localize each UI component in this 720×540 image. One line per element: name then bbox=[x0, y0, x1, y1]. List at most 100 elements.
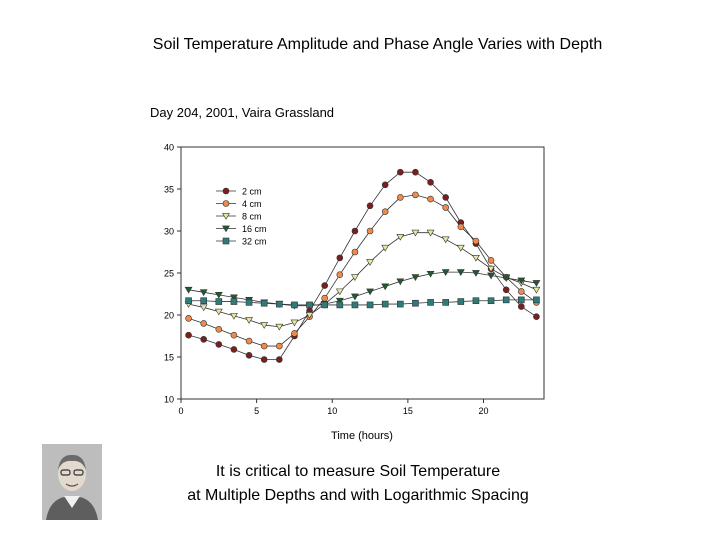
y-tick-label: 35 bbox=[164, 185, 174, 195]
data-point bbox=[351, 274, 359, 281]
data-point bbox=[457, 223, 465, 231]
data-point bbox=[351, 293, 359, 301]
data-point bbox=[185, 331, 192, 339]
data-point bbox=[397, 300, 404, 308]
legend-entry: 2 cm bbox=[216, 187, 262, 197]
data-point bbox=[351, 248, 359, 256]
data-point bbox=[487, 297, 495, 305]
data-point bbox=[245, 352, 253, 359]
data-point bbox=[487, 272, 495, 280]
legend-label: 4 cm bbox=[242, 199, 262, 209]
plot-area bbox=[180, 146, 545, 400]
y-tick-label: 20 bbox=[164, 311, 174, 321]
data-point bbox=[397, 168, 404, 176]
data-point bbox=[518, 303, 525, 310]
data-point bbox=[366, 301, 374, 309]
data-point bbox=[335, 297, 344, 305]
data-point bbox=[518, 288, 525, 295]
data-point bbox=[366, 259, 374, 266]
data-point bbox=[518, 296, 525, 304]
data-point bbox=[291, 330, 298, 337]
data-point bbox=[412, 299, 419, 307]
data-point bbox=[215, 341, 223, 348]
data-point bbox=[381, 283, 390, 291]
data-point bbox=[276, 342, 283, 350]
data-point bbox=[381, 181, 389, 189]
data-point bbox=[275, 323, 284, 331]
legend-marker bbox=[222, 200, 230, 207]
legend-entry: 32 cm bbox=[216, 237, 267, 247]
data-point bbox=[441, 269, 450, 276]
data-point bbox=[472, 297, 480, 305]
data-point bbox=[442, 194, 449, 201]
data-point bbox=[397, 194, 404, 201]
data-point bbox=[456, 269, 465, 276]
data-point bbox=[336, 271, 344, 278]
data-point bbox=[442, 299, 449, 306]
data-point bbox=[230, 312, 238, 320]
data-point bbox=[260, 322, 269, 329]
data-point bbox=[245, 299, 253, 306]
data-point bbox=[366, 288, 374, 296]
slide-title: Soil Temperature Amplitude and Phase Ang… bbox=[152, 36, 603, 53]
data-point bbox=[276, 300, 283, 308]
legend-entry: 16 cm bbox=[216, 224, 267, 234]
data-point bbox=[502, 286, 510, 294]
legend-label: 2 cm bbox=[242, 187, 262, 197]
data-point bbox=[245, 337, 253, 345]
data-point bbox=[214, 308, 223, 316]
legend-label: 8 cm bbox=[242, 212, 262, 222]
data-point bbox=[351, 227, 359, 235]
data-point bbox=[472, 254, 480, 262]
data-point bbox=[412, 191, 419, 199]
data-point bbox=[215, 298, 223, 305]
data-point bbox=[305, 312, 314, 319]
x-tick-label: 15 bbox=[403, 406, 413, 416]
data-point bbox=[290, 319, 299, 327]
data-point bbox=[427, 299, 434, 306]
legend-label: 16 cm bbox=[242, 224, 267, 234]
data-point bbox=[533, 313, 540, 320]
data-point bbox=[517, 277, 526, 285]
data-point bbox=[321, 282, 328, 289]
data-point bbox=[502, 275, 511, 282]
data-point bbox=[427, 195, 434, 203]
data-point bbox=[230, 298, 238, 305]
data-point bbox=[184, 286, 193, 294]
y-tick-label: 40 bbox=[164, 143, 174, 153]
data-point bbox=[426, 229, 435, 237]
x-tick-label: 10 bbox=[327, 406, 337, 416]
y-tick-label: 25 bbox=[164, 269, 174, 279]
data-point bbox=[396, 278, 405, 286]
data-point bbox=[381, 208, 389, 215]
caption-line-2: at Multiple Depths and with Logarithmic … bbox=[187, 487, 529, 504]
data-point bbox=[366, 227, 374, 235]
data-point bbox=[351, 301, 359, 309]
legend-entry: 8 cm bbox=[216, 212, 262, 222]
data-point bbox=[426, 270, 435, 278]
data-point bbox=[532, 280, 541, 287]
y-tick-label: 10 bbox=[164, 395, 174, 405]
data-point bbox=[200, 336, 207, 343]
data-point bbox=[336, 254, 344, 262]
x-tick-label: 5 bbox=[254, 406, 259, 416]
data-point bbox=[456, 244, 465, 252]
y-tick-label: 30 bbox=[164, 227, 174, 237]
slide-caption: It is critical to measure Soil Temperatu… bbox=[150, 460, 566, 508]
data-point bbox=[185, 297, 192, 305]
data-point bbox=[335, 288, 344, 296]
presenter-photo bbox=[42, 444, 102, 520]
data-point bbox=[199, 304, 208, 312]
data-point bbox=[411, 229, 420, 237]
data-point bbox=[199, 289, 208, 297]
data-point bbox=[366, 202, 374, 210]
data-point bbox=[533, 296, 540, 304]
x-axis-label: Time (hours) bbox=[331, 430, 393, 442]
legend-marker bbox=[222, 213, 230, 220]
legend-entry: 4 cm bbox=[216, 199, 262, 209]
data-point bbox=[472, 270, 480, 277]
data-point bbox=[291, 301, 298, 309]
data-point bbox=[381, 300, 389, 308]
data-point bbox=[381, 244, 390, 252]
data-point bbox=[336, 301, 344, 309]
